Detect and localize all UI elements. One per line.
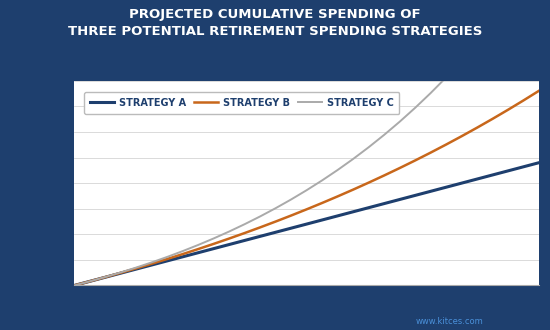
Text: THREE POTENTIAL RETIREMENT SPENDING STRATEGIES: THREE POTENTIAL RETIREMENT SPENDING STRA… [68, 25, 482, 38]
X-axis label: Year: Year [294, 308, 320, 318]
Legend: STRATEGY A, STRATEGY B, STRATEGY C: STRATEGY A, STRATEGY B, STRATEGY C [84, 92, 399, 114]
Text: © Michael Kitces,: © Michael Kitces, [330, 317, 406, 326]
Y-axis label: Cumulative Withdrawals: Cumulative Withdrawals [4, 111, 14, 255]
Text: PROJECTED CUMULATIVE SPENDING OF: PROJECTED CUMULATIVE SPENDING OF [129, 8, 421, 21]
Text: www.kitces.com: www.kitces.com [416, 317, 483, 326]
